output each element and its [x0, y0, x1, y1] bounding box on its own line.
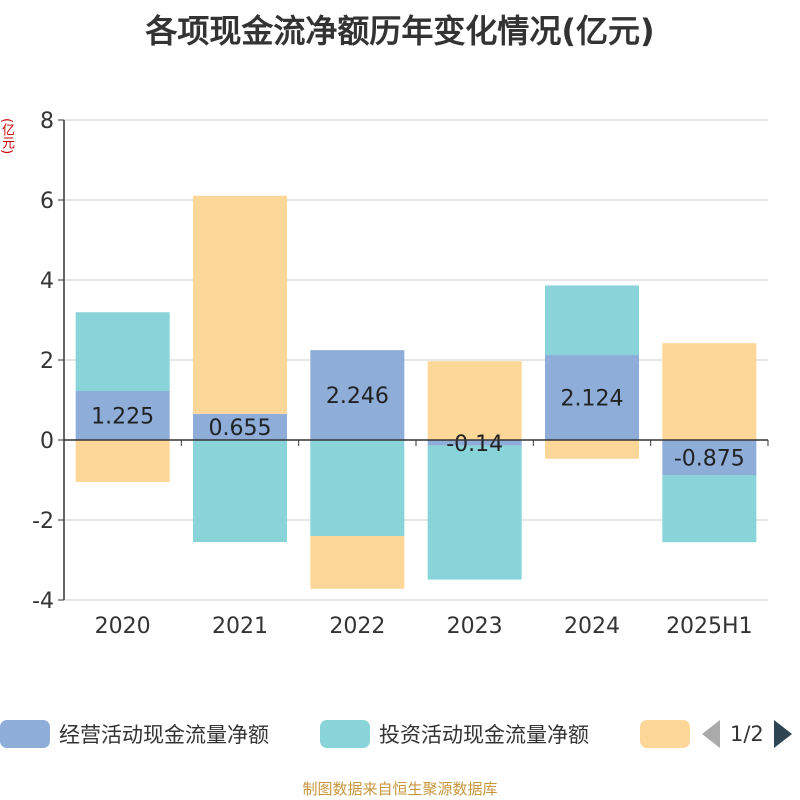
data-label: -0.875 — [674, 447, 745, 472]
legend-swatch-investing — [320, 720, 370, 748]
x-tick-label: 2021 — [212, 614, 268, 639]
bar-investing — [662, 475, 757, 543]
y-tick-label: 6 — [40, 189, 54, 214]
x-tick-label: 2020 — [95, 614, 151, 639]
bar-operating — [662, 440, 757, 475]
data-label: 2.246 — [326, 384, 389, 409]
grid-lines — [64, 119, 768, 601]
y-tick-label: 0 — [40, 429, 54, 454]
bar-operating — [545, 355, 639, 440]
bar-operating — [310, 350, 405, 440]
bar-investing — [193, 440, 287, 542]
bar-operating — [75, 391, 170, 440]
bar-financing — [545, 440, 639, 459]
chart-title: 各项现金流净额历年变化情况(亿元) — [145, 12, 655, 50]
data-label: 0.655 — [209, 416, 272, 441]
bar-operating — [427, 440, 522, 446]
legend-label-operating: 经营活动现金流量净额 — [59, 723, 269, 747]
data-label: 2.124 — [561, 387, 624, 412]
legend-page-indicator: 1/2 — [730, 722, 764, 746]
bar-financing — [193, 195, 287, 414]
x-tick-label: 2022 — [329, 614, 385, 639]
x-tick-label: 2025H1 — [666, 614, 753, 639]
source-note: 制图数据来自恒生聚源数据库 — [302, 780, 498, 798]
next-page-icon[interactable] — [773, 720, 792, 748]
legend-pager: 1/2 — [700, 716, 800, 752]
legend-item-financing[interactable] — [640, 716, 699, 752]
y-tick-label: 2 — [40, 349, 54, 374]
legend-item-investing[interactable]: 投资活动现金流量净额 — [320, 716, 589, 752]
x-tick-label: 2024 — [564, 614, 620, 639]
legend-item-operating[interactable]: 经营活动现金流量净额 — [0, 716, 269, 752]
legend: 经营活动现金流量净额 投资活动现金流量净额 — [0, 716, 800, 752]
y-tick-label: -4 — [32, 589, 54, 614]
data-labels: 1.225 0.655 2.246 -0.14 2.124 -0.875 — [91, 384, 745, 471]
y-tick-label: -2 — [32, 509, 54, 534]
bar-financing — [75, 440, 170, 482]
bar-investing — [427, 445, 522, 580]
legend-label-investing: 投资活动现金流量净额 — [379, 723, 589, 747]
data-label: -0.14 — [446, 432, 503, 457]
y-axis-unit-label: (亿元) — [0, 118, 14, 155]
previous-page-icon[interactable] — [702, 720, 720, 748]
axes: -4 -2 0 2 4 6 8 2020 2021 2022 2023 2024 2025H1 — [32, 109, 769, 639]
bar-financing — [310, 536, 405, 589]
bar-financing — [427, 361, 522, 440]
bar-investing — [75, 312, 170, 391]
bar-investing — [310, 440, 405, 536]
bars — [75, 195, 757, 589]
bar-investing — [545, 285, 639, 356]
y-tick-label: 8 — [40, 109, 54, 134]
x-tick-label: 2023 — [447, 614, 503, 639]
data-label: 1.225 — [91, 405, 154, 430]
legend-swatch-financing — [640, 720, 690, 748]
y-tick-label: 4 — [40, 269, 54, 294]
legend-swatch-operating — [0, 720, 50, 748]
bar-operating — [193, 413, 287, 440]
bar-financing — [662, 343, 757, 440]
bar-chart: 1.225 0.655 2.246 -0.14 2.124 -0.875 -4 -2 0 2 4 6… — [32, 109, 769, 639]
